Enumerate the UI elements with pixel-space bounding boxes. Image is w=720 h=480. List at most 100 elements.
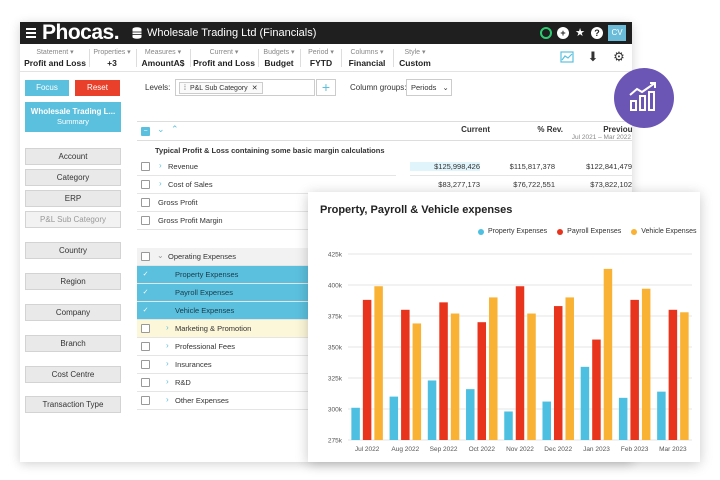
dimension-branch[interactable]: Branch [25,335,121,352]
dimension-cost-centre[interactable]: Cost Centre [25,366,121,383]
live-status-icon[interactable] [540,27,552,39]
select-all-checkbox[interactable]: − [141,127,150,136]
row-checkbox[interactable] [141,162,150,171]
column-header-current[interactable]: Current [461,125,490,134]
cell-rev[interactable]: $115,817,378 [509,162,555,171]
chevron-right-icon[interactable]: › [166,323,169,332]
dimension-country[interactable]: Country [25,242,121,259]
table-row[interactable]: Gross Profit [137,194,396,212]
table-row[interactable]: › Cost of Sales [137,176,396,194]
column-header-previous[interactable]: Previous [603,125,632,134]
table-row[interactable]: › Revenue [137,158,396,176]
row-checkbox[interactable] [141,360,150,369]
bar[interactable] [618,397,628,440]
drag-handle-icon[interactable]: ⁞ [184,85,186,92]
row-checkbox[interactable] [141,216,150,225]
cell-current[interactable]: $125,998,426 [410,162,480,171]
focus-button[interactable]: Focus [25,80,69,96]
cell-rev[interactable]: $76,722,551 [513,180,555,189]
bar[interactable] [351,407,360,440]
filter-budgets[interactable]: Budgets ▾ Budget [261,48,297,69]
chevron-right-icon[interactable]: › [166,359,169,368]
row-checkbox[interactable] [141,396,150,405]
dimension-region[interactable]: Region [25,273,121,290]
bar[interactable] [641,288,651,440]
bar[interactable] [427,380,437,440]
dimension-category[interactable]: Category [25,169,121,186]
bar[interactable] [489,297,498,440]
cell-previous[interactable]: $73,822,102 [590,180,632,189]
row-checkbox[interactable] [141,378,150,387]
database-title[interactable]: Wholesale Trading Ltd (Financials) [147,27,317,39]
bar[interactable] [504,411,513,440]
bar[interactable] [477,322,487,440]
table-row[interactable]: › Professional Fees [137,338,396,356]
bar[interactable] [630,299,639,440]
cell-previous[interactable]: $122,841,479 [586,162,632,171]
cell-current[interactable]: $83,277,173 [438,180,480,189]
row-checkbox[interactable] [141,252,150,261]
level-chip[interactable]: ⁞ P&L Sub Category ✕ [179,82,263,94]
chevron-down-icon[interactable]: ⌄ [157,251,164,260]
dimension-company[interactable]: Company [25,304,121,321]
bar[interactable] [450,313,460,440]
bar[interactable] [466,389,475,440]
bar[interactable] [592,339,601,440]
bar[interactable] [657,391,666,440]
gear-icon[interactable]: ⚙ [613,49,625,64]
row-checkbox[interactable]: ✓ [141,288,150,297]
filter-properties[interactable]: Properties ▾ +3 [92,48,132,69]
collapse-all-icon[interactable]: ⌃ [171,124,179,134]
filter-statement[interactable]: Statement ▾ Profit and Loss [24,48,86,69]
filter-current[interactable]: Current ▾ Profit and Loss [193,48,255,69]
bar[interactable] [553,306,563,440]
legend-item-vehicle[interactable]: Vehicle Expenses [631,228,697,235]
reset-button[interactable]: Reset [75,80,120,96]
table-row[interactable]: › Other Expenses [137,392,396,410]
column-header-rev[interactable]: % Rev. [537,125,563,134]
add-level-button[interactable]: + [316,79,336,96]
table-row[interactable]: › R&D [137,374,396,392]
dimension-pl-sub-category[interactable]: P&L Sub Category [25,211,121,228]
legend-item-payroll[interactable]: Payroll Expenses [557,228,621,235]
expand-all-icon[interactable]: ⌄ [157,124,165,134]
favorite-star-icon[interactable]: ★ [575,27,585,39]
bar[interactable] [565,297,574,440]
summary-card[interactable]: Wholesale Trading L... Summary [25,102,121,132]
hamburger-menu-icon[interactable] [26,26,36,40]
bar[interactable] [668,309,678,440]
filter-columns[interactable]: Columns ▾ Financial [345,48,389,69]
add-icon[interactable]: + [557,27,569,39]
bar[interactable] [362,299,372,440]
chevron-right-icon[interactable]: › [159,161,162,170]
filter-period[interactable]: Period ▾ FYTD [304,48,338,69]
bar[interactable] [401,309,410,440]
table-row[interactable]: Gross Profit Margin [137,212,396,230]
dimension-erp[interactable]: ERP [25,190,121,207]
download-icon[interactable]: ⬇ [587,49,599,64]
legend-item-property[interactable]: Property Expenses [478,228,547,235]
filter-measures[interactable]: Measures ▾ AmountA$ [139,48,187,69]
bar[interactable] [527,313,536,440]
dimension-transaction-type[interactable]: Transaction Type [25,396,121,413]
filter-style[interactable]: Style ▾ Custom [397,48,433,69]
table-row[interactable]: › Insurances [137,356,396,374]
close-icon[interactable]: ✕ [251,85,258,92]
chevron-right-icon[interactable]: › [166,377,169,386]
chevron-right-icon[interactable]: › [166,341,169,350]
chart-view-icon[interactable] [560,50,574,64]
row-checkbox[interactable] [141,180,150,189]
bar[interactable] [603,268,613,440]
bar[interactable] [412,323,422,440]
row-checkbox[interactable] [141,324,150,333]
chevron-right-icon[interactable]: › [159,179,162,188]
bar[interactable] [580,366,590,440]
row-checkbox[interactable] [141,342,150,351]
levels-input[interactable]: ⁞ P&L Sub Category ✕ [175,79,315,96]
bar[interactable] [374,286,383,440]
bar[interactable] [680,312,689,440]
row-checkbox[interactable] [141,198,150,207]
row-checkbox[interactable]: ✓ [141,306,150,315]
column-groups-select[interactable]: Periods ⌄ [406,79,452,96]
bar[interactable] [439,302,448,440]
